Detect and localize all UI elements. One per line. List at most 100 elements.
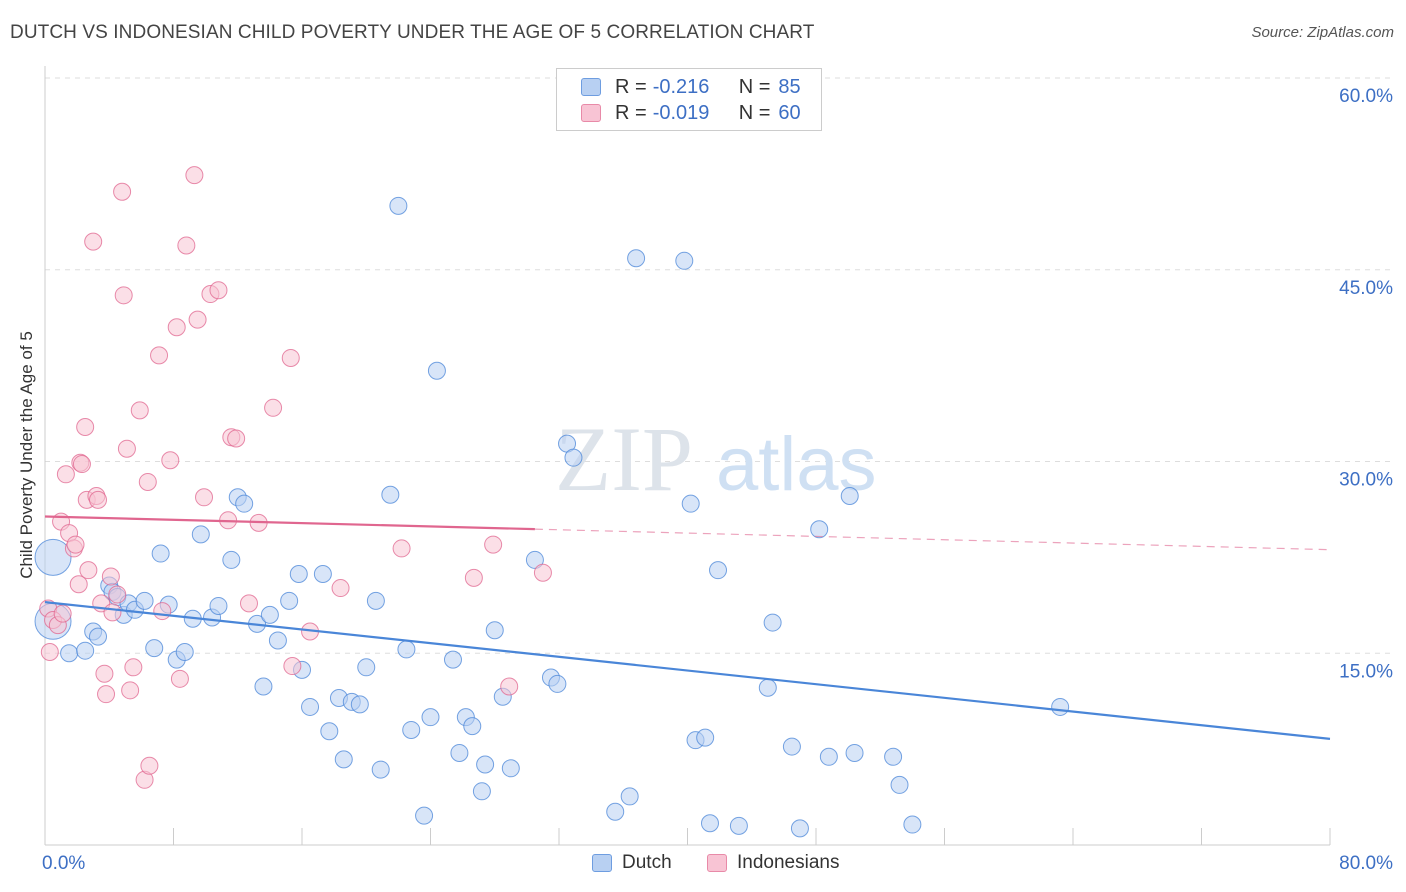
legend-label-dutch: Dutch [622, 852, 672, 873]
indonesian-point [484, 535, 503, 554]
dutch-point [476, 755, 495, 774]
dutch-point [260, 605, 279, 624]
dutch-point [427, 361, 446, 380]
legend-label-indonesians: Indonesians [737, 852, 840, 873]
dutch-point [450, 743, 469, 762]
indonesian-swatch [581, 104, 601, 122]
dutch-point [357, 658, 376, 677]
dutch-point [729, 816, 748, 835]
chart-title: DUTCH VS INDONESIAN CHILD POVERTY UNDER … [10, 22, 815, 43]
n-label: N = [738, 75, 771, 98]
indonesian-point [76, 417, 95, 436]
dutch-point [700, 814, 719, 833]
dutch-point [525, 550, 544, 569]
indonesian-point [209, 281, 228, 300]
dutch-point [389, 196, 408, 215]
dutch-point [696, 728, 715, 747]
dutch-point [191, 525, 210, 544]
dutch-point [289, 564, 308, 583]
dutch-point [334, 750, 353, 769]
indonesian-point [161, 451, 180, 470]
dutch-point [548, 674, 567, 693]
indonesian-point [56, 465, 75, 484]
dutch-point [564, 448, 583, 467]
dutch-point [810, 520, 829, 539]
indonesian-point [150, 346, 169, 365]
indonesian-point [177, 236, 196, 255]
axes [44, 66, 1331, 846]
dutch-point [381, 485, 400, 504]
series-legend: Dutch Indonesians [0, 852, 1406, 878]
indonesian-point [72, 455, 91, 474]
indonesian-point [167, 318, 186, 337]
indonesian-point [185, 166, 204, 185]
indonesian-point [124, 658, 143, 677]
indonesian-point [117, 439, 136, 458]
n-value: 85 [778, 75, 801, 98]
dutch-point [819, 747, 838, 766]
indonesian-point [188, 310, 207, 329]
r-label: R = [615, 101, 647, 124]
dutch-point [709, 561, 728, 580]
y-tick-label: 60.0% [1339, 86, 1393, 107]
indonesian-point [95, 664, 114, 683]
dutch-point [60, 644, 79, 663]
dutch-point [675, 251, 694, 270]
dutch-point [350, 695, 369, 714]
dutch-points [34, 196, 1070, 838]
dutch-point [790, 819, 809, 838]
dutch-point [151, 544, 170, 563]
dutch-point [845, 743, 864, 762]
indonesian-point [121, 681, 140, 700]
indonesian-point [103, 603, 122, 622]
indonesian-trend-line-extension [534, 528, 1331, 551]
y-tick-label: 15.0% [1339, 661, 1393, 682]
stats-row-dutch: R = -0.216 N = 85 [581, 75, 801, 99]
indonesian-point [283, 657, 302, 676]
indonesian-point [79, 561, 98, 580]
indonesian-point [84, 232, 103, 251]
n-value: 60 [778, 101, 801, 124]
r-value: -0.019 [652, 101, 710, 124]
dutch-point [320, 722, 339, 741]
dutch-point [235, 494, 254, 513]
dutch-point [280, 591, 299, 610]
dutch-point [301, 697, 320, 716]
indonesian-point [138, 472, 157, 491]
indonesian-point [101, 567, 120, 586]
indonesian-point [97, 685, 116, 704]
indonesian-trend-line [44, 515, 535, 531]
dutch-swatch [581, 78, 601, 96]
indonesian-point [89, 490, 108, 509]
watermark: ZIP atlas [555, 408, 877, 510]
dutch-point [209, 596, 228, 615]
dutch-point [463, 717, 482, 736]
indonesian-point [239, 594, 258, 613]
r-label: R = [615, 75, 647, 98]
dutch-point [145, 639, 164, 658]
dutch-point [415, 806, 434, 825]
dutch-point [371, 760, 390, 779]
dutch-point [472, 782, 491, 801]
gridlines [45, 77, 1392, 654]
dutch-point [758, 678, 777, 697]
dutch-point [397, 640, 416, 659]
dutch-point [763, 613, 782, 632]
dutch-point [903, 815, 922, 834]
dutch-point [840, 487, 859, 506]
dutch-point [890, 775, 909, 794]
dutch-point [313, 564, 332, 583]
indonesian-point [66, 535, 85, 554]
indonesian-points [39, 166, 552, 789]
dutch-point [34, 538, 72, 576]
tick-labels: 15.0% 30.0% 45.0% 60.0% 0.0% 80.0% [42, 86, 1393, 874]
dutch-point [501, 759, 520, 778]
indonesian-point [227, 429, 246, 448]
dutch-point [76, 641, 95, 660]
dutch-point [222, 550, 241, 569]
indonesian-legend-swatch [707, 854, 727, 872]
indonesian-point [392, 539, 411, 558]
legend-item-dutch: Dutch [592, 852, 672, 874]
n-label: N = [738, 101, 771, 124]
